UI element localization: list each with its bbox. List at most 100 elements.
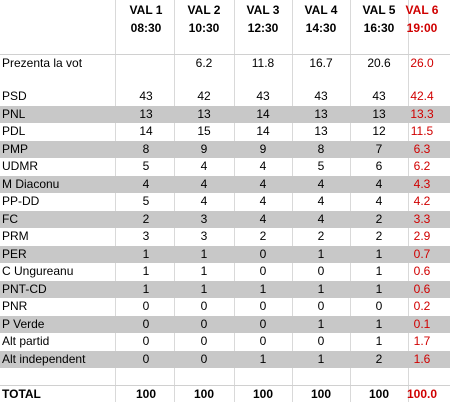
- party-value-4: 1: [317, 316, 325, 331]
- party-value-1: 43: [139, 89, 153, 103]
- grid-line: [292, 0, 293, 402]
- party-value-1: 4: [142, 176, 150, 191]
- grid-line: [350, 0, 351, 402]
- table-row: PNT-CD 1 1 1 1 1 0.6: [0, 280, 450, 298]
- party-value-4: 5: [317, 159, 325, 173]
- table-row: P Verde 0 0 0 1 1 0.1: [0, 315, 450, 333]
- party-value-6: 4.2: [413, 194, 431, 208]
- party-value-5: 4: [375, 194, 383, 208]
- party-value-5: 2: [375, 351, 383, 366]
- party-label: PMP: [2, 141, 29, 156]
- table-row: M Diaconu 4 4 4 4 4 4.3: [0, 175, 450, 193]
- party-value-6: 1.6: [413, 351, 431, 366]
- party-label: FC: [2, 211, 18, 226]
- party-label: PDL: [2, 124, 26, 138]
- party-value-2: 15: [197, 124, 211, 138]
- party-value-5: 13: [372, 106, 386, 121]
- party-label: UDMR: [2, 159, 38, 173]
- party-value-1: 2: [142, 211, 150, 226]
- party-value-3: 43: [256, 89, 270, 103]
- table-row: PMP 8 9 9 8 7 6.3: [0, 140, 450, 158]
- party-value-5: 2: [375, 229, 383, 243]
- party-value-4: 13: [314, 106, 328, 121]
- party-value-6: 4.3: [413, 176, 431, 191]
- turnout-val2: 6.2: [195, 56, 213, 70]
- party-value-2: 3: [200, 211, 208, 226]
- total-val3: 100: [252, 387, 274, 401]
- party-value-6: 3.3: [413, 211, 431, 226]
- party-value-5: 12: [372, 124, 386, 138]
- table-row: UDMR 5 4 4 5 6 6.2: [0, 158, 450, 176]
- col-time-6: 19:00: [406, 21, 438, 35]
- party-value-3: 14: [256, 106, 270, 121]
- party-value-2: 1: [200, 281, 208, 296]
- table-row: PNR 0 0 0 0 0 0.2: [0, 298, 450, 316]
- party-value-5: 1: [375, 264, 383, 278]
- party-value-3: 1: [259, 281, 267, 296]
- party-value-3: 2: [259, 229, 267, 243]
- party-value-4: 1: [317, 281, 325, 296]
- party-value-1: 1: [142, 246, 150, 261]
- party-value-6: 0.2: [413, 299, 431, 313]
- party-value-2: 13: [197, 106, 211, 121]
- col-header-val2: VAL 2: [187, 3, 221, 17]
- party-value-4: 2: [317, 229, 325, 243]
- turnout-val5: 20.6: [367, 56, 391, 70]
- party-value-1: 5: [142, 194, 150, 208]
- party-value-4: 1: [317, 246, 325, 261]
- turnout-val1: [118, 55, 174, 73]
- table-row: PER 1 1 0 1 1 0.7: [0, 245, 450, 263]
- party-value-3: 0: [259, 334, 267, 348]
- party-value-3: 4: [259, 159, 267, 173]
- party-value-1: 0: [142, 351, 150, 366]
- party-value-2: 4: [200, 159, 208, 173]
- turnout-val3: 11.8: [251, 56, 275, 70]
- party-value-3: 0: [259, 299, 267, 313]
- party-label: PER: [2, 246, 27, 261]
- party-value-4: 13: [314, 124, 328, 138]
- party-value-5: 1: [375, 334, 383, 348]
- party-value-5: 1: [375, 246, 383, 261]
- party-label: PP-DD: [2, 194, 40, 208]
- party-value-6: 0.6: [413, 281, 431, 296]
- table-row: PNL 13 13 14 13 13 13.3: [0, 105, 450, 123]
- party-value-3: 4: [259, 194, 267, 208]
- party-value-1: 0: [142, 299, 150, 313]
- grid-line: [174, 0, 175, 402]
- party-value-5: 43: [372, 89, 386, 103]
- total-val2: 100: [193, 387, 215, 401]
- party-value-1: 13: [139, 106, 153, 121]
- party-value-6: 0.6: [413, 264, 431, 278]
- party-value-4: 0: [317, 334, 325, 348]
- col-time-1: 08:30: [130, 21, 162, 35]
- total-row: TOTAL 100 100 100 100 100 100.0: [0, 385, 450, 403]
- party-value-2: 0: [200, 334, 208, 348]
- party-label: PRM: [2, 229, 29, 243]
- total-label: TOTAL: [2, 387, 41, 401]
- party-value-6: 0.1: [413, 316, 431, 331]
- party-value-4: 4: [317, 194, 325, 208]
- party-label: PSD: [2, 89, 27, 103]
- party-value-4: 43: [314, 89, 328, 103]
- grid-line: [234, 0, 235, 402]
- header-val-row: VAL 1 VAL 2 VAL 3 VAL 4 VAL 5 VAL 6: [0, 2, 450, 20]
- party-value-6: 13.3: [410, 106, 434, 121]
- party-value-2: 4: [200, 176, 208, 191]
- table-row: PP-DD 5 4 4 4 4 4.2: [0, 193, 450, 211]
- party-value-2: 3: [200, 229, 208, 243]
- header-time-row: 08:30 10:30 12:30 14:30 16:30 19:00: [0, 20, 450, 38]
- party-value-2: 1: [200, 264, 208, 278]
- party-value-3: 0: [259, 264, 267, 278]
- party-value-1: 5: [142, 159, 150, 173]
- party-value-1: 3: [142, 229, 150, 243]
- party-value-6: 1.7: [413, 334, 431, 348]
- party-value-5: 7: [375, 141, 383, 156]
- party-value-5: 0: [375, 299, 383, 313]
- party-value-5: 2: [375, 211, 383, 226]
- table-row: Alt partid 0 0 0 0 1 1.7: [0, 333, 450, 351]
- party-value-3: 4: [259, 211, 267, 226]
- party-value-2: 0: [200, 299, 208, 313]
- total-val4: 100: [310, 387, 332, 401]
- party-label: Alt independent: [2, 351, 86, 366]
